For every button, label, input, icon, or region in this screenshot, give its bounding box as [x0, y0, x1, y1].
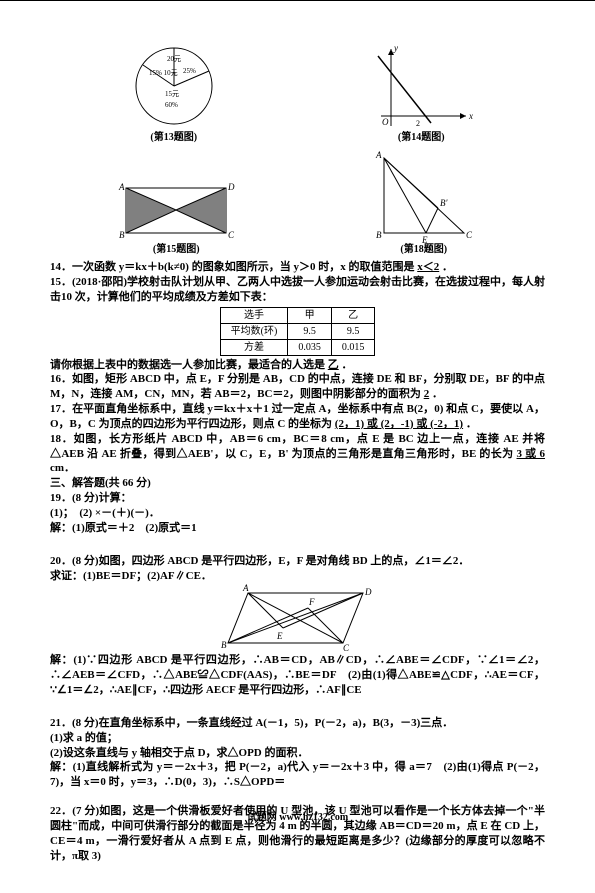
vertex-label: F [308, 597, 315, 607]
figure-row-1: 20元 15% 10元 25% 15元 60% (第13题图) x y O 2 … [50, 41, 545, 144]
parallelogram-svg: A D E F B C [213, 583, 383, 653]
td: 9.5 [331, 323, 375, 339]
question-19-sol: 解：(1)原式＝＋2 (2)原式＝1 [50, 521, 545, 536]
question-15b: 请你根据上表中的数据选一人参加比赛，最适合的人选是 乙 ． [50, 358, 545, 373]
section-3-heading: 三、解答题(共 66 分) [50, 476, 545, 491]
q14-answer: x＜2 [417, 261, 439, 273]
pie-label: 15% 10元 [149, 69, 178, 77]
figure-caption-15: (第15题图) [111, 243, 241, 256]
q16-answer: 2 [424, 388, 430, 400]
vertex-label: B [119, 230, 125, 240]
question-14: 14．一次函数 y＝kx＋b(k≠0) 的图象如图所示，当 y＞0 时，x 的取… [50, 260, 545, 275]
question-19-head: 19．(8 分)计算： [50, 491, 545, 506]
figure-caption-14: (第14题图) [366, 131, 476, 144]
page-content: 20元 15% 10元 25% 15元 60% (第13题图) x y O 2 … [0, 0, 595, 893]
question-15: 15．(2018·邵阳)学校射击队计划从甲、乙两人中选拔一人参加运动会射击比赛，… [50, 275, 545, 305]
question-18: 18．如图，长方形纸片 ABCD 中，AB＝6 cm，BC＝8 cm，点 E 是… [50, 432, 545, 477]
q14-suf: ． [442, 261, 453, 273]
triangle-svg: A C B B' E [364, 148, 484, 243]
spacer [50, 790, 545, 804]
question-21-head: 21．(8 分)在直角坐标系中，一条直线经过 A(－1，5)，P(－2，a)，B… [50, 716, 545, 731]
th: 甲 [288, 307, 332, 323]
vertex-label: D [364, 587, 372, 597]
q16-suf: ． [432, 388, 443, 400]
question-21-l2: (2)设这条直线与 y 轴相交于点 D，求△OPD 的面积． [50, 746, 545, 761]
q15b-text: 请你根据上表中的数据选一人参加比赛，最适合的人选是 [50, 359, 325, 371]
spacer [50, 698, 545, 716]
tick-label: 2 [416, 119, 420, 128]
figure-15: A D B C (第15题图) [111, 178, 241, 256]
axis-label-y: y [393, 43, 398, 53]
data-table: 选手甲乙 平均数(环)9.59.5 方差0.0350.015 [220, 307, 376, 356]
q18-text: 18．如图，长方形纸片 ABCD 中，AB＝6 cm，BC＝8 cm，点 E 是… [50, 433, 545, 460]
th: 乙 [331, 307, 375, 323]
question-16: 16．如图，矩形 ABCD 中，点 E，F 分别是 AB，CD 的中点，连接 D… [50, 372, 545, 402]
pie-label: 60% [165, 101, 178, 109]
figure-20: A D E F B C [50, 583, 545, 653]
td: 平均数(环) [220, 323, 288, 339]
pie-label: 20元 [167, 55, 181, 63]
figure-14: x y O 2 (第14题图) [366, 41, 476, 144]
q15b-suf: ． [342, 359, 353, 371]
td: 0.035 [288, 339, 332, 355]
figure-caption-18: (第18题图) [364, 243, 484, 256]
q17-suf: ． [466, 418, 477, 430]
vertex-label: B' [440, 198, 448, 208]
question-21-sol: 解：(1)直线解析式为 y＝－2x＋3，把 P(－2，a)代入 y＝－2x＋3 … [50, 760, 545, 790]
pie-chart-svg: 20元 15% 10元 25% 15元 60% [119, 41, 229, 131]
question-20-head: 20．(8 分)如图，四边形 ABCD 是平行四边形，E，F 是对角线 BD 上… [50, 554, 545, 569]
vertex-label: A [375, 150, 382, 160]
figure-13: 20元 15% 10元 25% 15元 60% (第13题图) [119, 41, 229, 144]
axis-label-x: x [468, 111, 473, 121]
figure-caption-13: (第13题图) [119, 131, 229, 144]
vertex-label: B [376, 230, 382, 240]
vertex-label: E [421, 235, 428, 243]
q18-answer: 3 或 6 [517, 448, 546, 460]
figure-18: A C B B' E (第18题图) [364, 148, 484, 256]
question-19-l1: (1)； (2) ×－(＋)(－)． [50, 506, 545, 521]
vertex-label: E [276, 631, 283, 641]
q17-answer: (2，1) 或 (2，-1) 或 (-2，1) [335, 418, 463, 430]
question-17: 17．在平面直角坐标系中，直线 y＝kx＋x＋1 过一定点 A，坐标系中有点 B… [50, 402, 545, 432]
vertex-label: B [221, 640, 227, 650]
pie-label: 15元 [165, 90, 179, 98]
vertex-label: C [228, 230, 235, 240]
axis-origin: O [382, 117, 389, 127]
question-20-sol: 解：(1)∵四边形 ABCD 是平行四边形，∴AB＝CD，AB∥CD，∴∠ABE… [50, 653, 545, 698]
spacer [50, 536, 545, 554]
td: 0.015 [331, 339, 375, 355]
figure-row-2: A D B C (第15题图) A C B B' E (第18题图) [50, 148, 545, 256]
vertex-label: A [242, 583, 249, 593]
vertex-label: A [118, 182, 125, 192]
q14-text: 14．一次函数 y＝kx＋b(k≠0) 的图象如图所示，当 y＞0 时，x 的取… [50, 261, 414, 273]
question-20-l1: 求证：(1)BE＝DF；(2)AF∥CE． [50, 569, 545, 584]
vertex-label: C [466, 230, 473, 240]
vertex-label: D [227, 182, 235, 192]
line-graph-svg: x y O 2 [366, 41, 476, 131]
question-21-l1: (1)求 a 的值； [50, 731, 545, 746]
pie-label: 25% [183, 67, 196, 75]
rect-svg: A D B C [111, 178, 241, 243]
q15b-answer: 乙 [328, 359, 339, 371]
q16-text: 16．如图，矩形 ABCD 中，点 E，F 分别是 AB，CD 的中点，连接 D… [50, 373, 545, 400]
page-footer: 试题网 www.hz132.com [0, 811, 595, 824]
th: 选手 [220, 307, 288, 323]
td: 方差 [220, 339, 288, 355]
q18-suf: cm． [50, 462, 75, 474]
vertex-label: C [343, 643, 350, 653]
td: 9.5 [288, 323, 332, 339]
